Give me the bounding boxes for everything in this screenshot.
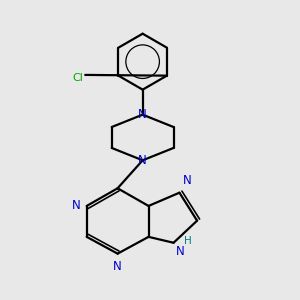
Text: N: N [182,174,191,188]
Text: N: N [138,154,147,167]
Text: N: N [113,260,122,273]
Text: Cl: Cl [72,73,83,83]
Text: N: N [176,245,185,258]
Text: N: N [71,200,80,212]
Text: N: N [138,108,147,121]
Text: H: H [184,236,192,246]
